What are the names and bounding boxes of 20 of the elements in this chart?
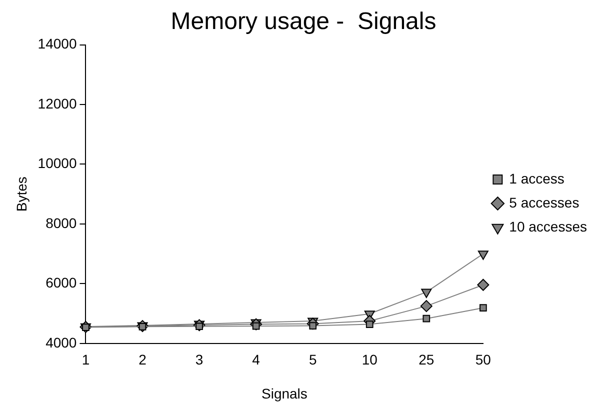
y-tick-label: 6000 xyxy=(46,274,77,291)
x-tick-label: 25 xyxy=(418,352,434,368)
x-tick-label: 4 xyxy=(252,352,260,368)
y-tick-label: 8000 xyxy=(46,214,77,231)
legend-label: 5 accesses xyxy=(509,194,580,210)
x-tick-label: 2 xyxy=(138,352,147,368)
legend-label: 10 accesses xyxy=(509,218,588,234)
y-tick-label: 10000 xyxy=(38,155,77,172)
chart-title: Memory usage - Signals xyxy=(170,8,436,36)
x-tick-label: 3 xyxy=(195,352,204,368)
x-tick-label: 5 xyxy=(308,352,317,368)
x-tick-label: 10 xyxy=(362,352,378,368)
legend-label: 1 access xyxy=(509,170,564,186)
x-tick-label: 1 xyxy=(82,352,90,368)
x-axis-title: Signals xyxy=(261,385,308,402)
x-tick-label: 50 xyxy=(475,352,492,368)
y-tick-label: 14000 xyxy=(38,36,77,52)
y-axis-title: Bytes xyxy=(13,176,30,212)
y-tick-label: 4000 xyxy=(46,334,77,350)
y-tick-label: 12000 xyxy=(38,95,77,112)
